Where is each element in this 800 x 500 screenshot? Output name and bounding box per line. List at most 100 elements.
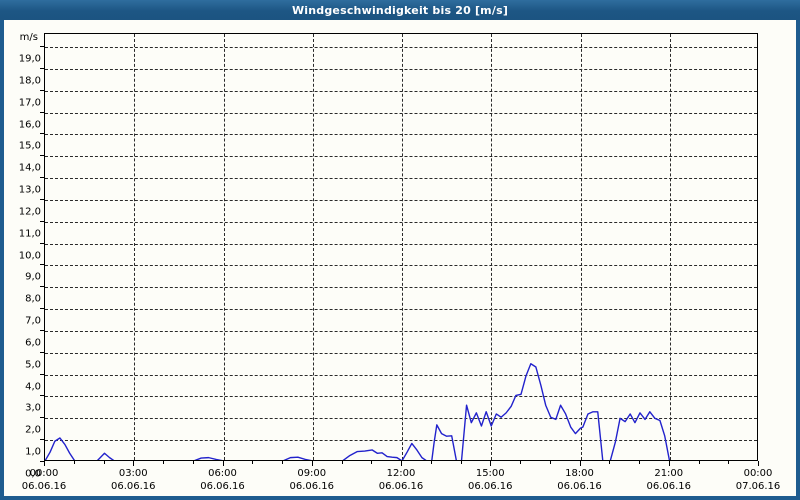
x-axis-minor-tick <box>460 461 462 464</box>
gridline-horizontal <box>45 374 757 376</box>
y-axis-tick <box>40 286 44 288</box>
y-axis-tick <box>40 89 44 91</box>
y-axis-ticks <box>40 33 45 462</box>
x-axis-tick-label: 18:00 06.06.16 <box>557 467 602 493</box>
y-axis-tick <box>40 373 44 375</box>
y-axis-tick <box>40 242 44 244</box>
y-axis-tick <box>40 177 44 179</box>
y-axis-tick <box>40 417 44 419</box>
y-axis-tick <box>40 220 44 222</box>
data-series-line <box>45 363 671 460</box>
gridline-horizontal <box>45 396 757 398</box>
x-axis-tick-label: 03:00 06.06.16 <box>111 467 156 493</box>
gridline-horizontal <box>45 265 757 267</box>
x-axis-tick-label: 00:00 07.06.16 <box>736 467 781 493</box>
x-axis-tick <box>311 461 313 466</box>
gridline-horizontal <box>45 47 757 49</box>
y-axis-tick-label: 0,0 <box>25 468 41 480</box>
x-axis-minor-tick <box>728 461 730 464</box>
gridline-horizontal <box>45 134 757 136</box>
gridline-vertical <box>134 34 136 460</box>
y-axis-tick-label: 12,0 <box>18 206 41 218</box>
x-axis-minor-tick <box>609 461 611 464</box>
x-axis-tick-time: 21:00 <box>654 468 684 479</box>
gridline-horizontal <box>45 440 757 442</box>
y-axis-tick <box>40 155 44 157</box>
gridline-horizontal <box>45 352 757 354</box>
x-axis-tick <box>579 461 581 466</box>
x-axis-tick-date: 06.06.16 <box>110 481 156 492</box>
x-axis-tick-date: 06.06.16 <box>467 481 513 492</box>
gridline-horizontal <box>45 330 757 332</box>
x-axis-tick-time: 09:00 <box>297 468 327 479</box>
x-axis-tick-date: 06.06.16 <box>289 481 335 492</box>
x-axis-tick-time: 00:00 <box>29 468 59 479</box>
x-axis-tick <box>401 461 402 466</box>
x-axis-tick-date: 07.06.16 <box>735 481 781 492</box>
gridline-horizontal <box>45 309 757 311</box>
x-axis-tick-date: 06.06.16 <box>646 481 692 492</box>
gridline-vertical <box>223 34 225 460</box>
x-axis-tick-time: 18:00 <box>565 468 594 479</box>
page-title: Windgeschwindigkeit bis 20 [m/s] <box>291 3 509 17</box>
y-axis-unit-label: m/s <box>19 32 38 43</box>
y-axis-tick-label: 8,0 <box>25 293 41 305</box>
y-axis-tick-label: 7,0 <box>25 315 41 327</box>
x-axis-minor-tick <box>252 461 254 464</box>
y-axis-tick <box>40 46 44 48</box>
plot-area <box>44 33 758 461</box>
x-axis-minor-tick <box>698 461 700 464</box>
y-axis-tick-label: 11,0 <box>18 228 41 240</box>
gridline-horizontal <box>45 112 757 114</box>
y-axis-tick-label: 4,0 <box>25 381 41 393</box>
x-axis-minor-tick <box>549 461 551 464</box>
x-axis-tick <box>758 461 759 466</box>
x-axis-ticks <box>44 461 759 466</box>
y-axis-tick-label: 1,0 <box>25 446 41 458</box>
gridline-horizontal <box>45 199 757 201</box>
y-axis-tick <box>40 308 44 310</box>
y-axis-tick-label: 18,0 <box>18 75 41 87</box>
x-axis-tick-label: 21:00 06.06.16 <box>646 467 691 493</box>
x-axis-minor-tick <box>639 461 640 464</box>
y-axis-tick-label: 19,0 <box>18 53 41 65</box>
y-axis-labels: m/s 19,0 18,0 17,0 16,0 15,0 14,0 13,0 12,0 11,0… <box>4 32 41 480</box>
x-axis-tick <box>222 461 224 466</box>
x-axis-tick-date: 06.06.16 <box>378 481 424 492</box>
y-axis-tick <box>40 351 44 353</box>
y-axis-tick <box>40 67 44 69</box>
gridline-horizontal <box>45 418 757 420</box>
gridline-horizontal <box>45 90 757 92</box>
x-axis-tick-label: 00:00 06.06.16 <box>22 467 67 493</box>
y-axis-tick-label: 5,0 <box>25 359 41 371</box>
x-axis-tick-time: 00:00 <box>743 468 773 479</box>
x-axis-minor-tick <box>371 461 373 464</box>
window-title-bar: Windgeschwindigkeit bis 20 [m/s] <box>0 0 800 20</box>
gridline-vertical <box>669 34 671 460</box>
y-axis-tick <box>40 395 44 397</box>
x-axis-tick-date: 06.06.16 <box>200 481 245 492</box>
y-axis-tick-label: 2,0 <box>25 424 41 436</box>
x-axis-tick-time: 06:00 <box>208 468 237 479</box>
gridline-horizontal <box>45 178 757 180</box>
gridline-horizontal <box>45 221 757 223</box>
x-axis-minor-tick <box>192 461 194 464</box>
y-axis-tick-label: 9,0 <box>25 271 41 283</box>
y-axis-tick <box>40 133 44 135</box>
x-axis-minor-tick <box>103 461 105 464</box>
y-axis-tick-label: 14,0 <box>18 162 41 174</box>
x-axis-tick-date: 06.06.16 <box>21 481 67 492</box>
x-axis-tick-time: 15:00 <box>475 468 505 479</box>
y-axis-tick <box>40 198 44 200</box>
x-axis-tick-label: 12:00 06.06.16 <box>379 467 424 493</box>
x-axis-tick-label: 09:00 06.06.16 <box>289 467 334 493</box>
y-axis-tick-label: 6,0 <box>25 337 41 349</box>
gridline-horizontal <box>45 287 757 289</box>
y-axis-tick-label: 3,0 <box>25 402 41 414</box>
x-axis-minor-tick <box>73 461 75 464</box>
x-axis-tick <box>668 461 670 466</box>
y-axis-tick <box>40 439 44 441</box>
x-axis-tick-label: 06:00 06.06.16 <box>200 467 245 493</box>
y-axis-tick <box>40 329 44 331</box>
x-axis-minor-tick <box>163 461 164 464</box>
